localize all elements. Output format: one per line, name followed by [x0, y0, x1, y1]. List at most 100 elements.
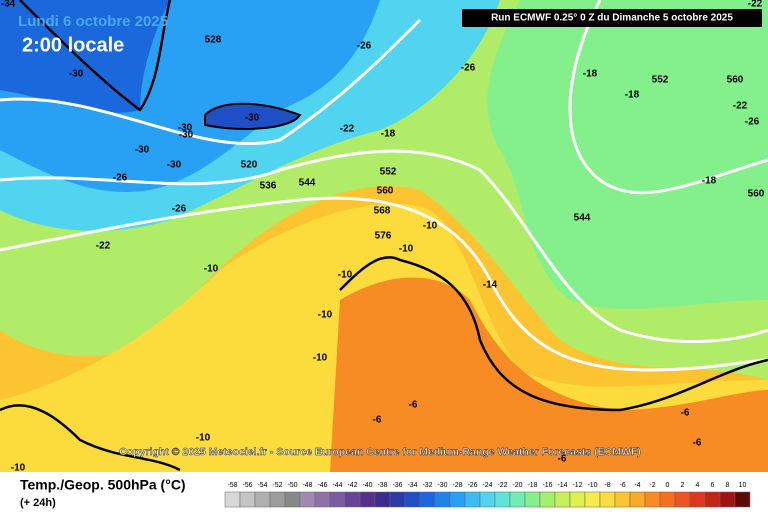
legend-swatch: [299, 491, 316, 508]
legend-label: -40: [362, 482, 372, 489]
isohypse: [0, 149, 768, 343]
legend-swatch: [344, 491, 361, 508]
legend-label: -50: [287, 482, 297, 489]
legend-swatch: [644, 491, 661, 508]
contour-label: 544: [574, 213, 591, 224]
footer-subtitle: (+ 24h): [20, 497, 56, 509]
contour-label: 552: [380, 167, 397, 178]
contour-label: 560: [727, 75, 744, 86]
contour-label: -18: [583, 69, 598, 80]
legend-label: 8: [726, 482, 730, 489]
legend-swatch: [569, 491, 586, 508]
legend-swatch: [374, 491, 391, 508]
contour-label: -6: [409, 400, 418, 411]
contour-label: -26: [461, 63, 476, 74]
contour-label: -10: [318, 310, 333, 321]
contour-label: -26: [357, 41, 372, 52]
contour-label: -18: [625, 90, 640, 101]
contour-label: -18: [702, 176, 717, 187]
zone-orange: [330, 277, 768, 472]
contour-label: -22: [748, 0, 763, 10]
isotherm: [0, 404, 181, 472]
legend-swatch: [539, 491, 556, 508]
contour-label: -14: [483, 280, 498, 291]
contour-label: -10: [399, 244, 414, 255]
contour-label: -30: [135, 145, 150, 156]
contour-label: -6: [693, 438, 702, 449]
contour-label: -10: [423, 221, 438, 232]
legend-label: 4: [696, 482, 700, 489]
isotherm: [19, 0, 172, 112]
legend-label: -36: [392, 482, 402, 489]
legend-swatch: [674, 491, 691, 508]
legend-label: -18: [527, 482, 537, 489]
legend-swatch: [239, 491, 256, 508]
legend-swatch: [404, 491, 421, 508]
legend-swatch: [329, 491, 346, 508]
run-label: Run ECMWF 0.25° 0 Z du Dimanche 5 octobr…: [491, 13, 733, 24]
contour-label: -22: [340, 124, 355, 135]
contour-label: 536: [260, 181, 277, 192]
legend-swatch: [389, 491, 406, 508]
isotherm: [339, 256, 768, 412]
copyright: Copyright © 2025 Meteociel.fr - Source E…: [119, 446, 641, 458]
legend-label: -14: [557, 482, 567, 489]
legend-swatch: [284, 491, 301, 508]
contour-label: 576: [375, 231, 392, 242]
time-label: 2:00 locale: [22, 34, 124, 56]
legend-swatch: [479, 491, 496, 508]
isohypse: [0, 196, 768, 372]
isohypses: [0, 0, 768, 372]
contour-label: 520: [241, 160, 258, 171]
legend-label: -48: [302, 482, 312, 489]
legend-label: -22: [497, 482, 507, 489]
legend-label: -54: [257, 482, 267, 489]
legend-label: -52: [272, 482, 282, 489]
isohypse: [568, 0, 768, 195]
contour-label: -10: [196, 433, 211, 444]
legend-swatch: [554, 491, 571, 508]
legend-label: -16: [542, 482, 552, 489]
legend-label: 0: [666, 482, 670, 489]
legend-label: -30: [437, 482, 447, 489]
zone-green-east: [487, 0, 768, 309]
legend-label: -56: [242, 482, 252, 489]
legend-swatch: [434, 491, 451, 508]
legend-swatch: [254, 491, 271, 508]
legend-swatch: [464, 491, 481, 508]
legend-swatch: [524, 491, 541, 508]
legend-swatch: [704, 491, 721, 508]
contour-label: -10: [338, 270, 353, 281]
legend-label: -46: [317, 482, 327, 489]
isohypse: [0, 18, 422, 146]
contour-label: -30: [178, 123, 193, 134]
legend-label: -26: [467, 482, 477, 489]
legend-label: -4: [634, 482, 640, 489]
cold-core: [204, 102, 302, 130]
legend-swatch: [659, 491, 676, 508]
zone-deep-blue: [0, 0, 170, 113]
contour-label: -22: [733, 101, 748, 112]
legend-label: -42: [347, 482, 357, 489]
legend-label: -6: [619, 482, 625, 489]
legend-label: 2: [681, 482, 685, 489]
contour-label: -30: [179, 130, 194, 141]
legend-swatch: [734, 491, 751, 508]
contour-label: -6: [558, 454, 567, 465]
legend-label: -20: [512, 482, 522, 489]
legend-label: -32: [422, 482, 432, 489]
footer-title: Temp./Geop. 500hPa (°C): [20, 477, 186, 493]
legend-swatch: [269, 491, 286, 508]
contour-label: -26: [745, 117, 760, 128]
contour-label: 552: [652, 75, 669, 86]
legend-swatch: [509, 491, 526, 508]
legend-swatch: [314, 491, 331, 508]
legend-label: -38: [377, 482, 387, 489]
legend-swatch: [599, 491, 616, 508]
legend-swatch: [614, 491, 631, 508]
legend-swatch: [494, 491, 511, 508]
legend-label: 6: [711, 482, 715, 489]
contour-label: -18: [381, 129, 396, 140]
contour-label: -26: [172, 204, 187, 215]
